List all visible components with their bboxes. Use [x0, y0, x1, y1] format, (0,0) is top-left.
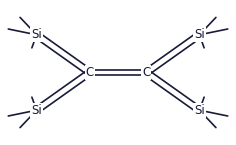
Text: C: C	[86, 66, 94, 79]
Text: C: C	[142, 66, 150, 79]
Text: Si: Si	[31, 104, 42, 117]
Text: Si: Si	[31, 28, 42, 41]
Text: Si: Si	[194, 28, 205, 41]
Text: Si: Si	[194, 104, 205, 117]
